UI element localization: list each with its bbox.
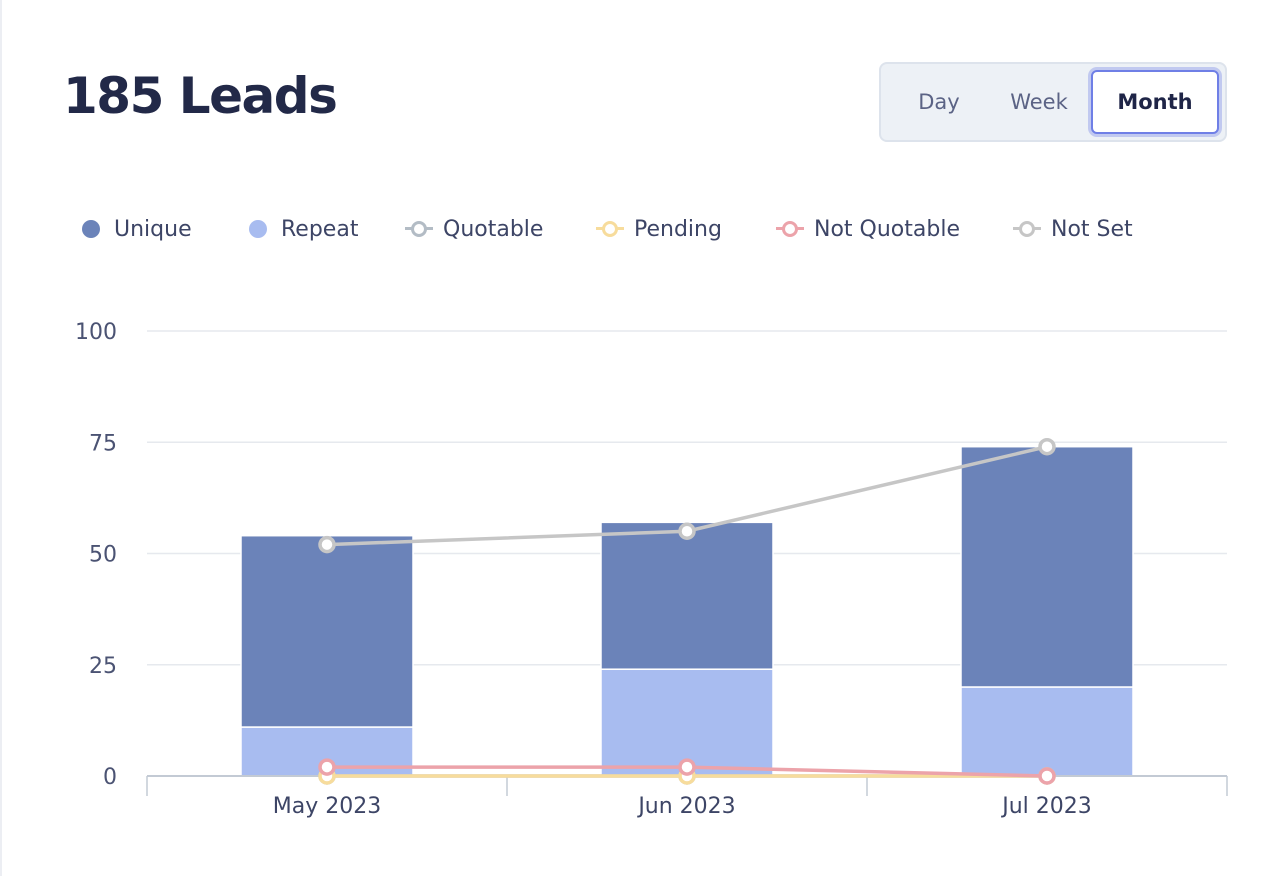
legend-label: Repeat bbox=[281, 216, 359, 242]
bar-repeat bbox=[960, 686, 1134, 777]
legend-label: Unique bbox=[114, 216, 192, 242]
legend-line-ring-icon bbox=[596, 219, 628, 239]
point-not-quotable bbox=[318, 758, 336, 776]
period-week-button[interactable]: Week bbox=[989, 70, 1089, 134]
x-tick-label: Jun 2023 bbox=[636, 794, 735, 819]
legend-item-pending[interactable]: Pending bbox=[596, 209, 722, 249]
legend-dot-icon bbox=[76, 219, 108, 239]
point-not-quotable bbox=[678, 758, 696, 776]
x-tick-label: Jul 2023 bbox=[1000, 794, 1092, 819]
y-tick-label: 50 bbox=[89, 543, 117, 568]
bar-unique bbox=[960, 445, 1134, 688]
legend-label: Not Set bbox=[1051, 216, 1133, 242]
chart-legend: Unique Repeat Quotable Pending Not Quota… bbox=[0, 209, 1286, 249]
page-title: 185 Leads bbox=[63, 67, 338, 125]
legend-line-ring-icon bbox=[776, 219, 808, 239]
x-tick-label: May 2023 bbox=[273, 794, 381, 819]
legend-label: Not Quotable bbox=[814, 216, 960, 242]
point-not-set bbox=[318, 535, 336, 554]
legend-item-quotable[interactable]: Quotable bbox=[405, 209, 543, 249]
legend-line-ring-icon bbox=[1013, 219, 1045, 239]
legend-item-not-set[interactable]: Not Set bbox=[1013, 209, 1133, 249]
frame-edge bbox=[0, 0, 2, 876]
legend-item-repeat[interactable]: Repeat bbox=[243, 209, 358, 249]
legend-label: Pending bbox=[634, 216, 722, 242]
bar-unique bbox=[600, 521, 774, 670]
legend-dot-icon bbox=[243, 219, 275, 239]
y-tick-label: 100 bbox=[75, 320, 117, 345]
legend-line-ring-icon bbox=[405, 219, 437, 239]
y-tick-label: 25 bbox=[89, 654, 117, 679]
bar-unique bbox=[240, 534, 414, 728]
point-not-quotable bbox=[1038, 767, 1056, 785]
point-not-set bbox=[1038, 437, 1056, 456]
legend-label: Quotable bbox=[443, 216, 544, 242]
legend-item-not-quotable[interactable]: Not Quotable bbox=[776, 209, 960, 249]
point-not-set bbox=[678, 522, 696, 540]
legend-item-unique[interactable]: Unique bbox=[76, 209, 192, 249]
period-day-button[interactable]: Day bbox=[891, 70, 987, 134]
period-toggle: Day Week Month bbox=[879, 62, 1227, 142]
y-tick-label: 0 bbox=[103, 765, 117, 790]
y-tick-label: 75 bbox=[89, 431, 117, 456]
period-month-button[interactable]: Month bbox=[1091, 70, 1219, 134]
